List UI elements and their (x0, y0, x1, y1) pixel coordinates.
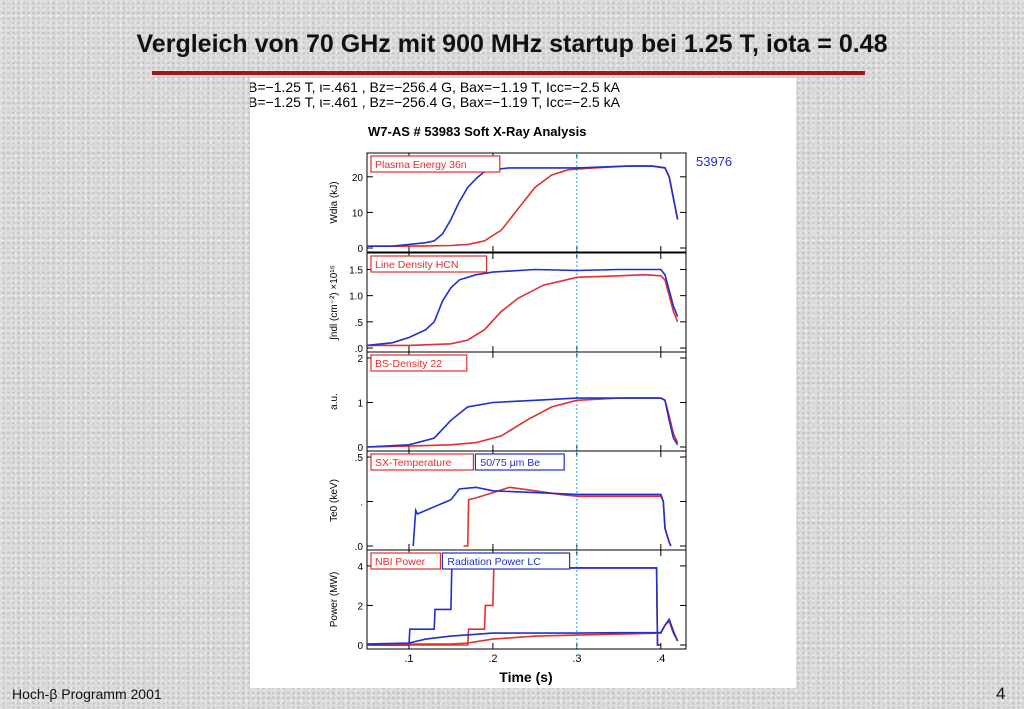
y-axis-label: Power (MW) (329, 572, 340, 628)
x-tick-label: .1 (404, 653, 413, 665)
panel-label: Line Density HCN (375, 259, 458, 271)
panel-label-box-secondary (474, 453, 565, 471)
panel-label-secondary: Radiation Power LC (447, 556, 541, 568)
series-line-blue (366, 617, 679, 645)
y-tick-label: 1.5 (349, 265, 363, 276)
panel-2: .0 .5 1.0 1.5 ∫ndl (cm⁻²) ×10¹⁶ Line Density … (329, 252, 687, 355)
header-line-1: B=−1.25 T, ι=.461 , Bz=−256.4 G, Bax=−1.… (250, 79, 621, 95)
panel-label-box (370, 255, 488, 273)
x-tick-label: .4 (656, 653, 665, 665)
plot-background (250, 118, 796, 688)
y-tick-label: 2 (357, 601, 363, 612)
y-axis-label: Wdia (kJ) (329, 181, 340, 223)
series-line-blue (366, 268, 679, 347)
page-number: 4 (996, 684, 1006, 703)
panel-label: SX-Temperature (375, 457, 452, 469)
y-tick-label: 20 (352, 173, 364, 184)
header-line-2: B=−1.25 T, ι=.461 , Bz=−256.4 G, Bax=−1.… (250, 94, 621, 110)
y-axis-label: ∫ndl (cm⁻²) ×10¹⁶ (329, 265, 340, 341)
y-axis-label: a.u. (329, 393, 340, 410)
panel-label-box (370, 354, 468, 372)
series-line-blue (366, 397, 679, 448)
y-tick-label: 4 (357, 562, 363, 573)
x-axis-label: Time (s) (499, 669, 552, 685)
y-tick-label: .0 (355, 344, 364, 355)
panel-label-secondary: 50/75 μm Be (480, 457, 540, 469)
panel-4: .0. .5 Te0 (keV) SX-Temperature 50/75 μm Be (329, 450, 687, 553)
y-tick-label: .0 (355, 542, 364, 553)
slide-title: Vergleich von 70 GHz mit 900 MHz startup… (136, 30, 888, 58)
series-line-blue (367, 567, 661, 646)
header-background (250, 78, 796, 118)
y-tick-label: 1.0 (349, 292, 363, 303)
x-tick-label: .3 (572, 653, 581, 665)
panel-frame (366, 549, 687, 650)
y-tick-label: 10 (352, 208, 364, 219)
panel-label: BS-Density 22 (375, 358, 442, 370)
comparison-shot-label: 53976 (696, 154, 732, 169)
panel-1: 0 10 20 Wdia (kJ) Plasma Energy 36n (329, 152, 687, 255)
panel-label: Plasma Energy 36n (375, 159, 467, 171)
panel-label-box (370, 453, 475, 471)
chart-figure: B=−1.25 T, ι=.461 , Bz=−256.4 G, Bax=−1.… (248, 78, 796, 693)
y-tick-label: 1 (357, 399, 363, 410)
panel-label: NBI Power (375, 556, 426, 568)
panel-label-box-secondary (441, 552, 571, 570)
y-tick-label: . (360, 498, 363, 509)
title-underline (152, 71, 865, 75)
y-tick-label: .5 (355, 453, 364, 464)
plot-title: W7-AS # 53983 Soft X-Ray Analysis (368, 124, 586, 139)
chart-svg: B=−1.25 T, ι=.461 , Bz=−256.4 G, Bax=−1.… (248, 78, 796, 688)
y-tick-label: 0 (357, 641, 363, 652)
x-tick-label: .2 (488, 653, 497, 665)
y-tick-label: 0 (357, 443, 363, 454)
series-line-blue (412, 486, 672, 547)
y-axis-label: Te0 (keV) (329, 479, 340, 522)
panel-5: 0 2 4 Power (MW) NBI Power Radiation Power LC (329, 549, 687, 652)
y-tick-label: 2 (357, 354, 363, 365)
panel-frame (366, 152, 687, 253)
panel-label-box (370, 155, 501, 173)
footer-text: Hoch-β Programm 2001 (12, 686, 162, 702)
panel-label-box (370, 552, 442, 570)
series-line-red (367, 273, 679, 347)
y-tick-label: 0 (357, 244, 363, 255)
y-tick-label: .5 (355, 318, 364, 329)
